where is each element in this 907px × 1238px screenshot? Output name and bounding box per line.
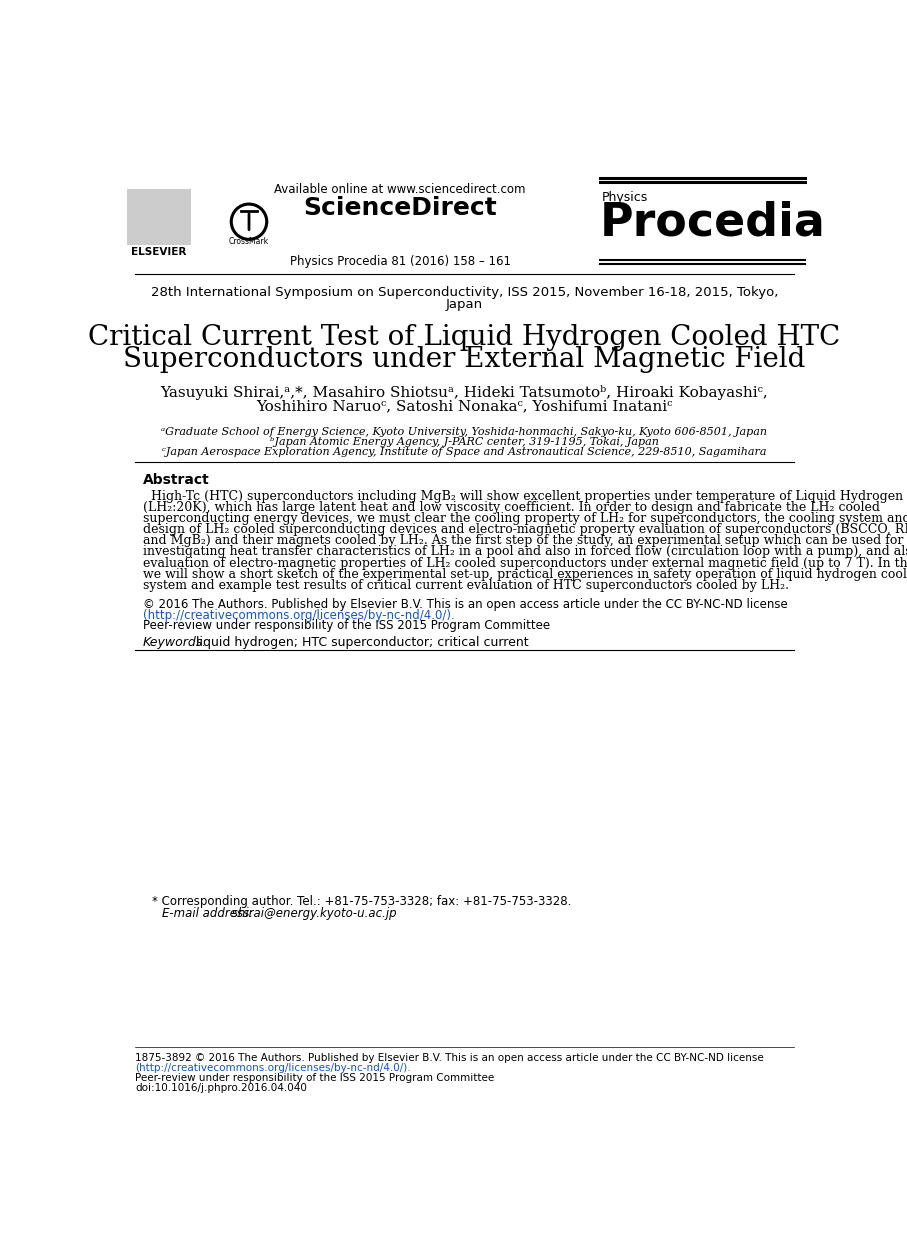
- Text: Available online at www.sciencedirect.com: Available online at www.sciencedirect.co…: [275, 183, 526, 196]
- Text: Japan: Japan: [446, 298, 483, 311]
- Text: superconducting energy devices, we must clear the cooling property of LH₂ for su: superconducting energy devices, we must …: [142, 513, 907, 525]
- Text: Superconductors under External Magnetic Field: Superconductors under External Magnetic …: [123, 347, 805, 374]
- Text: Abstract: Abstract: [142, 473, 210, 488]
- Text: Physics: Physics: [601, 191, 648, 204]
- Text: doi:10.1016/j.phpro.2016.04.040: doi:10.1016/j.phpro.2016.04.040: [135, 1083, 307, 1093]
- Text: shirai@energy.kyoto-u.ac.jp: shirai@energy.kyoto-u.ac.jp: [228, 907, 396, 920]
- Text: and MgB₂) and their magnets cooled by LH₂. As the first step of the study, an ex: and MgB₂) and their magnets cooled by LH…: [142, 535, 903, 547]
- Text: ScienceDirect: ScienceDirect: [303, 197, 497, 220]
- Text: ᵇJapan Atomic Energy Agency, J-PARC center, 319-1195, Tokai, Japan: ᵇJapan Atomic Energy Agency, J-PARC cent…: [270, 437, 658, 447]
- Text: Procedia: Procedia: [600, 201, 825, 246]
- Text: Peer-review under responsibility of the ISS 2015 Program Committee: Peer-review under responsibility of the …: [135, 1073, 494, 1083]
- Text: (LH₂:20K), which has large latent heat and low viscosity coefficient. In order t: (LH₂:20K), which has large latent heat a…: [142, 501, 880, 514]
- Text: system and example test results of critical current evaluation of HTC supercondu: system and example test results of criti…: [142, 579, 789, 592]
- Text: ᶜJapan Aerospace Exploration Agency, Institute of Space and Astronautical Scienc: ᶜJapan Aerospace Exploration Agency, Ins…: [162, 447, 766, 457]
- Text: Yasuyuki Shirai,ᵃ,*, Masahiro Shiotsuᵃ, Hideki Tatsumotoᵇ, Hiroaki Kobayashiᶜ,: Yasuyuki Shirai,ᵃ,*, Masahiro Shiotsuᵃ, …: [161, 385, 768, 400]
- Text: © 2016 The Authors. Published by Elsevier B.V. This is an open access article un: © 2016 The Authors. Published by Elsevie…: [142, 598, 787, 610]
- Text: investigating heat transfer characteristics of LH₂ in a pool and also in forced : investigating heat transfer characterist…: [142, 546, 907, 558]
- Text: High-Tc (HTC) superconductors including MgB₂ will show excellent properties unde: High-Tc (HTC) superconductors including …: [142, 490, 903, 503]
- Text: evaluation of electro-magnetic properties of LH₂ cooled superconductors under ex: evaluation of electro-magnetic propertie…: [142, 557, 907, 569]
- Text: Yoshihiro Naruoᶜ, Satoshi Nonakaᶜ, Yoshifumi Inataniᶜ: Yoshihiro Naruoᶜ, Satoshi Nonakaᶜ, Yoshi…: [257, 400, 673, 413]
- Text: Critical Current Test of Liquid Hydrogen Cooled HTC: Critical Current Test of Liquid Hydrogen…: [88, 324, 841, 352]
- Text: (http://creativecommons.org/licenses/by-nc-nd/4.0/).: (http://creativecommons.org/licenses/by-…: [135, 1063, 411, 1073]
- Text: 1875-3892 © 2016 The Authors. Published by Elsevier B.V. This is an open access : 1875-3892 © 2016 The Authors. Published …: [135, 1054, 764, 1063]
- Text: design of LH₂ cooled superconducting devices and electro-magnetic property evalu: design of LH₂ cooled superconducting dev…: [142, 524, 907, 536]
- Text: CrossMark: CrossMark: [229, 238, 269, 246]
- Text: liquid hydrogen; HTC superconductor; critical current: liquid hydrogen; HTC superconductor; cri…: [192, 636, 529, 650]
- Text: ELSEVIER: ELSEVIER: [132, 248, 187, 258]
- Text: Physics Procedia 81 (2016) 158 – 161: Physics Procedia 81 (2016) 158 – 161: [289, 255, 511, 267]
- Text: ᵃGraduate School of Energy Science, Kyoto University, Yoshida-honmachi, Sakyo-ku: ᵃGraduate School of Energy Science, Kyot…: [161, 427, 767, 437]
- Text: E-mail address:: E-mail address:: [162, 907, 253, 920]
- Circle shape: [233, 207, 265, 238]
- Text: Peer-review under responsibility of the ISS 2015 Program Committee: Peer-review under responsibility of the …: [142, 619, 550, 633]
- Text: Keywords:: Keywords:: [142, 636, 208, 650]
- FancyBboxPatch shape: [127, 189, 190, 245]
- Text: (http://creativecommons.org/licenses/by-nc-nd/4.0/).: (http://creativecommons.org/licenses/by-…: [142, 609, 454, 621]
- Text: we will show a short sketch of the experimental set-up, practical experiences in: we will show a short sketch of the exper…: [142, 568, 907, 581]
- Text: * Corresponding author. Tel.: +81-75-753-3328; fax: +81-75-753-3328.: * Corresponding author. Tel.: +81-75-753…: [152, 895, 571, 909]
- Text: 28th International Symposium on Superconductivity, ISS 2015, November 16-18, 201: 28th International Symposium on Supercon…: [151, 286, 778, 298]
- Circle shape: [230, 203, 268, 240]
